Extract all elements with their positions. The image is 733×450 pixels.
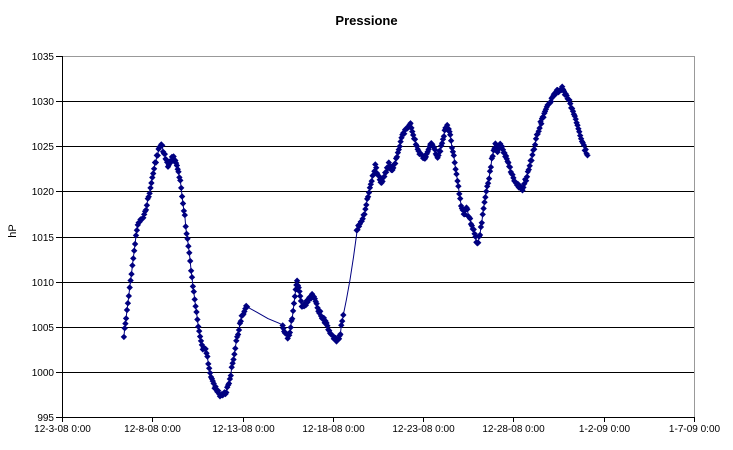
x-tick-label: 12-18-08 0:00 xyxy=(302,424,365,435)
x-tick-label: 12-23-08 0:00 xyxy=(392,424,455,435)
y-tick-label: 1005 xyxy=(32,323,55,334)
y-tick-label: 1000 xyxy=(32,368,55,379)
x-tick-label: 12-28-08 0:00 xyxy=(482,424,545,435)
y-tick-label: 1025 xyxy=(32,142,55,153)
y-tick-label: 1015 xyxy=(32,233,55,244)
y-tick-label: 1020 xyxy=(32,187,55,198)
series-line xyxy=(123,84,588,398)
y-tick-label: 1035 xyxy=(32,52,55,63)
y-tick-label: 995 xyxy=(37,413,54,424)
x-tick-label: 1-2-09 0:00 xyxy=(579,424,631,435)
x-tick-label: 12-3-08 0:00 xyxy=(34,424,91,435)
y-tick-label: 1030 xyxy=(32,97,55,108)
x-tick-label: 12-13-08 0:00 xyxy=(212,424,275,435)
chart-title: Pressione xyxy=(335,13,398,28)
x-tick-label: 1-7-09 0:00 xyxy=(669,424,721,435)
x-tick-label: 12-8-08 0:00 xyxy=(124,424,181,435)
series-markers xyxy=(120,83,591,400)
y-tick-label: 1010 xyxy=(32,278,55,289)
